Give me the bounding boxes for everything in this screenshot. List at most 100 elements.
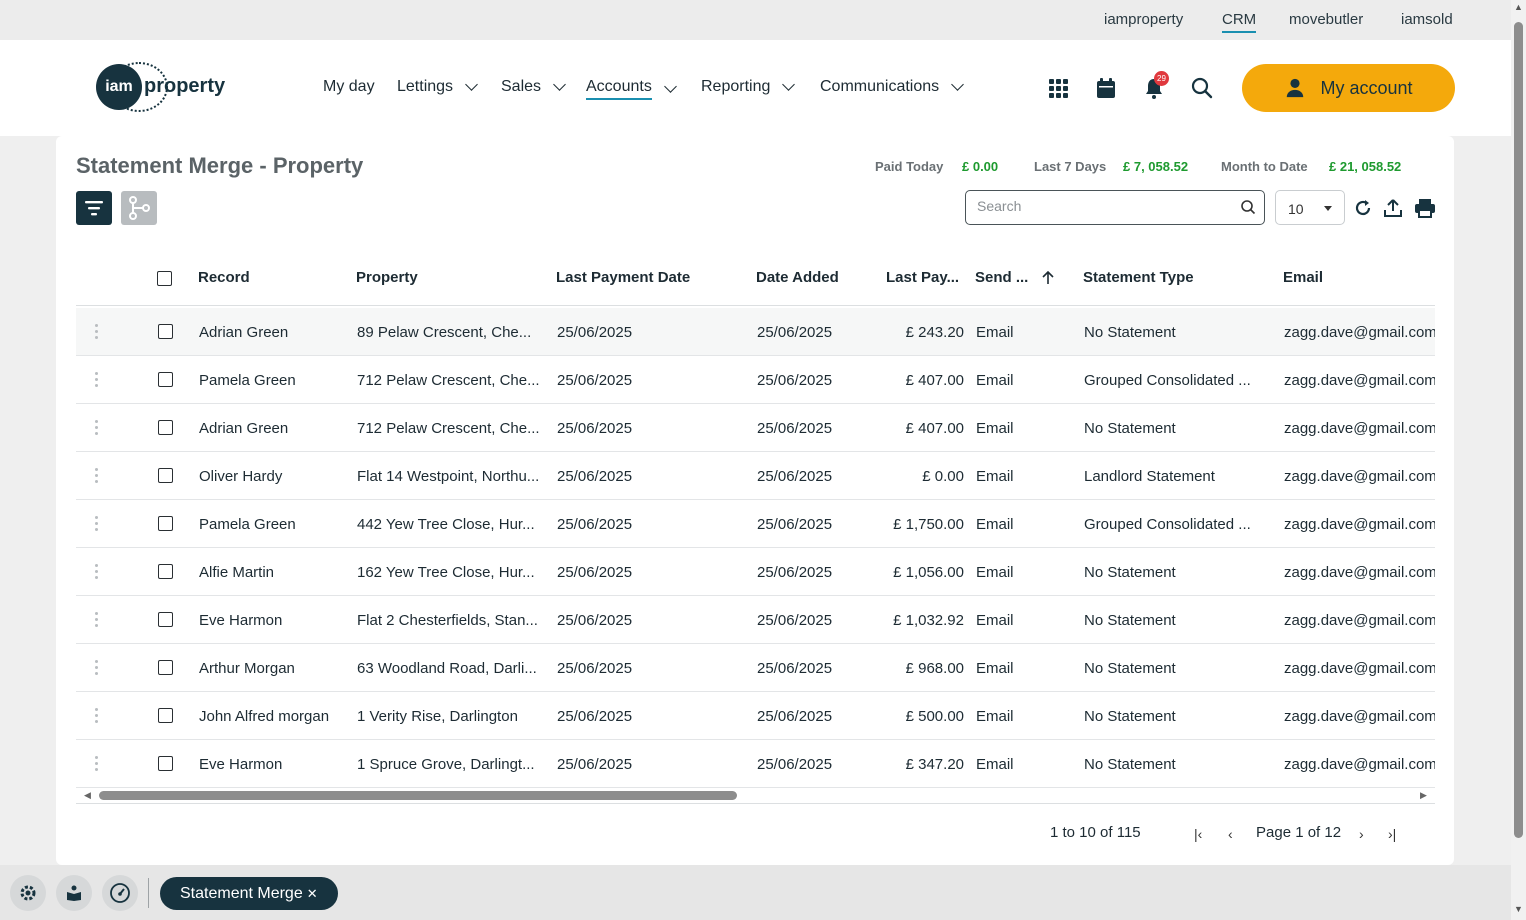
cell-record[interactable]: Eve Harmon [199, 612, 283, 629]
row-checkbox[interactable] [158, 420, 173, 435]
drag-handle-icon[interactable] [95, 468, 99, 484]
col-email[interactable]: Email [1283, 269, 1324, 286]
month-to-date-value: £ 21, 058.52 [1329, 159, 1402, 174]
col-last-pay[interactable]: Last Pay... [886, 269, 960, 286]
table-row[interactable]: Oliver Hardy Flat 14 Westpoint, Northu...… [76, 452, 1435, 500]
col-property[interactable]: Property [356, 269, 418, 286]
table-row[interactable]: Pamela Green 442 Yew Tree Close, Hur... 25… [76, 500, 1435, 548]
statement-merge-tab[interactable]: Statement Merge ✕ [160, 877, 338, 910]
nav-reporting[interactable]: Reporting [701, 78, 796, 96]
cell-record[interactable]: Adrian Green [199, 324, 289, 341]
filter-button[interactable] [76, 191, 112, 225]
row-checkbox[interactable] [158, 660, 173, 675]
my-account-button[interactable]: My account [1242, 64, 1455, 112]
table-row[interactable]: Eve Harmon 1 Spruce Grove, Darlingt... 25/… [76, 740, 1435, 788]
cell-email: zagg.dave@gmail.com [1284, 564, 1435, 581]
guide-button[interactable] [56, 875, 92, 911]
table-row[interactable]: Eve Harmon Flat 2 Chesterfields, Stan... 2… [76, 596, 1435, 644]
row-checkbox[interactable] [158, 708, 173, 723]
nav-accounts[interactable]: Accounts [586, 78, 677, 100]
nav-my-day[interactable]: My day [323, 78, 375, 96]
last-page-icon[interactable]: ›| [1388, 826, 1397, 842]
iamproperty-logo[interactable]: iam property [96, 62, 236, 112]
cell-send: Email [976, 708, 1014, 725]
row-checkbox[interactable] [158, 612, 173, 627]
col-date-added[interactable]: Date Added [756, 269, 839, 286]
col-last-payment-date[interactable]: Last Payment Date [556, 269, 691, 286]
cell-email: zagg.dave@gmail.com [1284, 612, 1435, 629]
drag-handle-icon[interactable] [95, 420, 99, 436]
cell-record[interactable]: Pamela Green [199, 372, 296, 389]
drag-handle-icon[interactable] [95, 756, 99, 772]
col-statement-type[interactable]: Statement Type [1083, 269, 1194, 286]
search-icon[interactable] [1240, 199, 1256, 215]
row-checkbox[interactable] [158, 372, 173, 387]
table-row[interactable]: Adrian Green 712 Pelaw Crescent, Che... 25… [76, 404, 1435, 452]
table-row[interactable]: Adrian Green 89 Pelaw Crescent, Che... 25/… [76, 308, 1435, 356]
page-title: Statement Merge - Property [76, 153, 364, 178]
table-row[interactable]: John Alfred morgan 1 Verity Rise, Darling… [76, 692, 1435, 740]
scroll-right-icon[interactable]: ▶ [1420, 790, 1427, 800]
col-send[interactable]: Send ... [975, 269, 1029, 286]
row-checkbox[interactable] [158, 324, 173, 339]
top-link-crm[interactable]: CRM [1222, 11, 1257, 33]
search-icon[interactable] [1190, 76, 1214, 100]
nav-communications[interactable]: Communications [820, 78, 965, 96]
refresh-icon[interactable] [1352, 197, 1374, 219]
page-scrollbar[interactable]: ▲ ▼ [1511, 0, 1526, 920]
drag-handle-icon[interactable] [95, 660, 99, 676]
scroll-down-icon[interactable]: ▼ [1514, 904, 1523, 914]
page-scrollbar-thumb[interactable] [1514, 22, 1523, 838]
search-input[interactable] [966, 191, 1226, 221]
calendar-icon[interactable] [1094, 76, 1118, 100]
chevron-down-icon [951, 78, 965, 91]
cell-date-added: 25/06/2025 [757, 324, 833, 341]
drag-handle-icon[interactable] [95, 708, 99, 724]
table-scrollbar-thumb[interactable] [99, 791, 737, 800]
drag-handle-icon[interactable] [95, 372, 99, 388]
row-checkbox[interactable] [158, 516, 173, 531]
cell-record[interactable]: Adrian Green [199, 420, 289, 437]
table-row[interactable]: Arthur Morgan 63 Woodland Road, Darli... 2… [76, 644, 1435, 692]
table-row[interactable]: Pamela Green 712 Pelaw Crescent, Che... 25… [76, 356, 1435, 404]
sort-ascending-icon[interactable] [1042, 271, 1054, 285]
row-checkbox[interactable] [158, 756, 173, 771]
cell-record[interactable]: Pamela Green [199, 516, 296, 533]
cell-record[interactable]: Arthur Morgan [199, 660, 295, 677]
page-size-select[interactable]: 10 [1275, 190, 1345, 225]
dashboard-button[interactable] [102, 875, 138, 911]
nav-sales[interactable]: Sales [501, 78, 566, 96]
next-page-icon[interactable]: › [1359, 826, 1364, 842]
upload-icon[interactable] [1382, 197, 1404, 219]
cell-record[interactable]: Eve Harmon [199, 756, 283, 773]
cell-record[interactable]: Alfie Martin [199, 564, 275, 581]
statement-merge-tab-label: Statement Merge [180, 884, 303, 902]
scroll-up-icon[interactable]: ▲ [1514, 2, 1523, 12]
col-record[interactable]: Record [198, 269, 250, 286]
top-link-iamsold[interactable]: iamsold [1401, 11, 1453, 28]
settings-button[interactable] [10, 875, 46, 911]
gauge-icon [110, 883, 130, 903]
first-page-icon[interactable]: |‹ [1194, 826, 1203, 842]
close-icon[interactable]: ✕ [306, 885, 318, 901]
cell-record[interactable]: Oliver Hardy [199, 468, 283, 485]
scroll-left-icon[interactable]: ◀ [84, 790, 91, 800]
row-checkbox[interactable] [158, 564, 173, 579]
row-checkbox[interactable] [158, 468, 173, 483]
drag-handle-icon[interactable] [95, 564, 99, 580]
apps-grid-icon[interactable] [1046, 76, 1070, 100]
print-icon[interactable] [1414, 197, 1436, 219]
select-all-checkbox[interactable] [157, 271, 172, 286]
drag-handle-icon[interactable] [95, 612, 99, 628]
nav-lettings[interactable]: Lettings [397, 78, 478, 96]
merge-button[interactable] [121, 191, 157, 225]
cell-send: Email [976, 756, 1014, 773]
top-link-iamproperty[interactable]: iamproperty [1104, 11, 1184, 28]
drag-handle-icon[interactable] [95, 516, 99, 532]
table-horizontal-scrollbar[interactable]: ◀ ▶ [76, 786, 1435, 804]
top-link-movebutler[interactable]: movebutler [1289, 11, 1364, 28]
drag-handle-icon[interactable] [95, 324, 99, 340]
prev-page-icon[interactable]: ‹ [1228, 826, 1233, 842]
cell-record[interactable]: John Alfred morgan [199, 708, 330, 725]
table-row[interactable]: Alfie Martin 162 Yew Tree Close, Hur... 25… [76, 548, 1435, 596]
